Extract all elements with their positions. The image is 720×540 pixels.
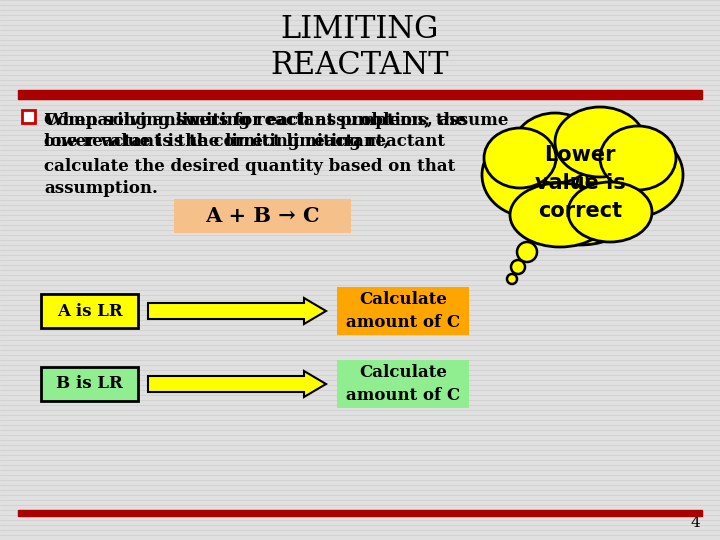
Text: When solving limiting reactant problems, assume: When solving limiting reactant problems,… [44, 112, 508, 129]
Circle shape [511, 260, 525, 274]
Ellipse shape [484, 128, 556, 188]
Text: Calculate
amount of C: Calculate amount of C [346, 292, 460, 330]
Text: one reactant is the limiting reactant,: one reactant is the limiting reactant, [44, 133, 390, 150]
Text: A + B → C: A + B → C [205, 206, 320, 226]
Ellipse shape [508, 125, 652, 245]
Ellipse shape [568, 182, 652, 242]
Text: B is LR: B is LR [56, 375, 123, 393]
Bar [22, 110, 35, 123]
Text: LIMITING: LIMITING [281, 15, 439, 45]
Text: Comparing answers for each assumption; the: Comparing answers for each assumption; t… [44, 112, 466, 129]
Bar [18, 510, 702, 516]
Text: calculate the desired quantity based on that: calculate the desired quantity based on … [44, 158, 455, 175]
Ellipse shape [587, 133, 683, 217]
FancyBboxPatch shape [337, 360, 469, 408]
Ellipse shape [555, 107, 645, 177]
Bar [18, 90, 702, 99]
FancyBboxPatch shape [174, 199, 351, 233]
Text: 4: 4 [690, 516, 700, 530]
FancyBboxPatch shape [337, 287, 469, 335]
Circle shape [517, 242, 537, 262]
Ellipse shape [510, 183, 610, 247]
Text: Calculate
amount of C: Calculate amount of C [346, 364, 460, 403]
FancyBboxPatch shape [41, 367, 138, 401]
Ellipse shape [600, 126, 676, 190]
FancyArrow shape [148, 371, 326, 397]
Text: lower value is the correct limiting reactant: lower value is the correct limiting reac… [44, 133, 445, 150]
Text: assumption.: assumption. [44, 180, 158, 197]
Ellipse shape [482, 133, 578, 217]
Text: REACTANT: REACTANT [271, 50, 449, 80]
FancyBboxPatch shape [41, 294, 138, 328]
Circle shape [507, 274, 517, 284]
FancyArrow shape [148, 298, 326, 324]
Ellipse shape [513, 113, 597, 183]
Text: A is LR: A is LR [57, 302, 122, 320]
Text: Lower
value is
correct: Lower value is correct [535, 145, 626, 221]
